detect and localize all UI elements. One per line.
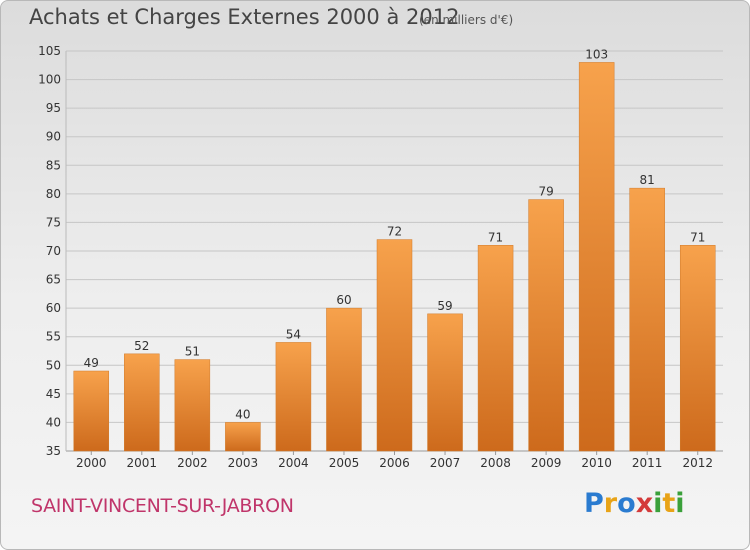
bar [326,307,362,452]
x-tick-label: 2003 [228,456,259,470]
y-tick-label: 50 [46,358,61,372]
bar [225,422,261,452]
bar [427,313,463,452]
bar [124,353,160,452]
y-tick-label: 75 [46,215,61,229]
y-axis: 35 40 45 50 55 60 65 70 75 80 85 90 95 100 105 [38,44,61,458]
bar-value-label: 59 [437,299,452,313]
logo-letter: t [662,488,676,519]
y-tick-label: 35 [46,444,61,458]
x-tick-label: 2010 [581,456,612,470]
x-tick-label: 2011 [632,456,663,470]
x-tick-label: 2000 [76,456,107,470]
x-tick-label: 2005 [329,456,360,470]
bar-value-label: 49 [84,356,99,370]
bars: 49 52 51 40 54 60 72 59 71 79 103 81 71 [73,47,716,452]
logo-letter: i [675,488,685,519]
bar [174,359,211,452]
place-name: SAINT-VINCENT-SUR-JABRON [31,495,294,517]
bar [578,62,615,452]
chart-title: Achats et Charges Externes 2000 à 2012 [29,5,460,29]
x-axis: 2000 2001 2002 2003 2004 2005 2006 2007 2008 2009… [76,451,713,470]
y-tick-label: 60 [46,301,61,315]
bar-value-label: 40 [235,407,250,421]
bar-value-label: 52 [134,339,149,353]
y-tick-label: 55 [46,330,61,344]
y-tick-label: 70 [46,244,61,258]
proxiti-logo: Proxiti [584,488,685,519]
bar [679,245,716,452]
x-tick-label: 2004 [278,456,309,470]
bar-value-label: 51 [185,345,200,359]
logo-letter: P [584,488,604,519]
x-tick-label: 2001 [127,456,158,470]
x-tick-label: 2002 [177,456,208,470]
bar-value-label: 54 [286,327,301,341]
bar-value-label: 79 [538,185,553,199]
x-tick-label: 2006 [379,456,410,470]
bar-value-label: 60 [336,293,351,307]
y-tick-label: 95 [46,101,61,115]
bar-value-label: 81 [640,173,655,187]
bar [477,245,514,452]
y-tick-label: 105 [38,44,61,58]
y-tick-label: 45 [46,387,61,401]
y-tick-label: 65 [46,273,61,287]
y-tick-label: 100 [38,73,61,87]
logo-letter: i [653,488,663,519]
bar-value-label: 71 [690,230,705,244]
bar [629,187,665,452]
chart-unit: (en milliers d'€) [419,13,514,27]
bar [73,370,110,452]
x-tick-label: 2007 [430,456,461,470]
bar [275,342,312,452]
logo-letter: o [617,488,636,519]
y-tick-label: 80 [46,187,61,201]
logo-letter: r [603,488,618,519]
x-tick-label: 2012 [682,456,713,470]
bar-value-label: 72 [387,225,402,239]
bar-value-label: 103 [585,47,608,61]
y-tick-label: 40 [46,415,61,429]
x-tick-label: 2009 [531,456,562,470]
bar [376,239,413,452]
y-tick-label: 85 [46,158,61,172]
y-tick-label: 90 [46,130,61,144]
bar-value-label: 71 [488,230,503,244]
logo-letter: x [635,488,654,519]
bar [528,199,564,452]
x-tick-label: 2008 [480,456,511,470]
